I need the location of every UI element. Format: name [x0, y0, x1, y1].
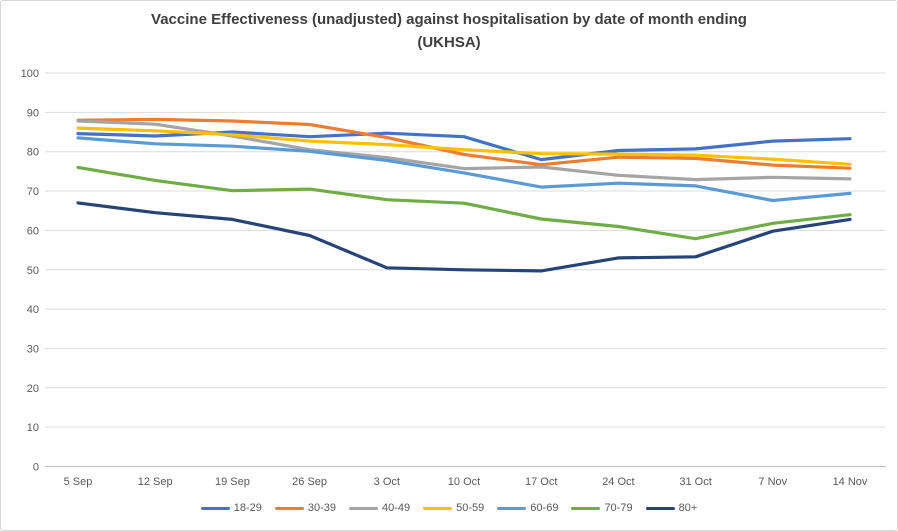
legend-swatch-icon: [349, 506, 379, 510]
legend: 18-29 30-39 40-49 50-59 60-69 70-79 80+: [1, 502, 897, 514]
legend-label: 40-49: [382, 502, 411, 514]
y-tick-label: 100: [21, 68, 39, 80]
legend-swatch-icon: [645, 506, 675, 510]
x-tick-label: 7 Nov: [758, 476, 787, 488]
legend-item-40-49: 40-49: [349, 502, 410, 514]
y-tick-label: 10: [27, 422, 39, 434]
x-tick-label: 5 Sep: [64, 476, 93, 488]
x-tick-label: 14 Nov: [833, 476, 868, 488]
legend-label: 80+: [678, 502, 698, 514]
x-tick-label: 19 Sep: [215, 476, 250, 488]
x-tick-label: 3 Oct: [374, 476, 400, 488]
legend-swatch-icon: [200, 506, 230, 510]
series-line-50-59: [76, 126, 852, 166]
legend-item-50-59: 50-59: [423, 502, 484, 514]
series-line-70-79: [76, 165, 852, 241]
x-tick-label: 17 Oct: [525, 476, 557, 488]
legend-label: 70-79: [604, 502, 633, 514]
y-tick-label: 60: [27, 225, 39, 237]
x-tick-label: 10 Oct: [448, 476, 480, 488]
legend-label: 18-29: [233, 502, 262, 514]
legend-label: 50-59: [456, 502, 485, 514]
x-tick-label: 26 Sep: [292, 476, 327, 488]
y-tick-label: 20: [27, 383, 39, 395]
legend-swatch-icon: [274, 506, 304, 510]
legend-item-80plus: 80+: [645, 502, 698, 514]
series-line-30-39: [76, 117, 852, 170]
x-tick-label: 24 Oct: [602, 476, 634, 488]
legend-item-70-79: 70-79: [571, 502, 633, 514]
legend-swatch-icon: [571, 506, 601, 510]
series-line-80plus: [76, 201, 852, 273]
legend-label: 60-69: [530, 502, 559, 514]
series-line-60-69: [76, 136, 852, 203]
chart-title: Vaccine Effectiveness (unadjusted) again…: [1, 8, 897, 54]
y-tick-label: 30: [27, 343, 39, 355]
chart-title-line2: (UKHSA): [417, 34, 481, 51]
legend-swatch-icon: [423, 506, 453, 510]
chart-title-line1: Vaccine Effectiveness (unadjusted) again…: [151, 11, 747, 28]
x-tick-label: 12 Sep: [138, 476, 173, 488]
legend-item-60-69: 60-69: [497, 502, 558, 514]
y-tick-label: 0: [33, 462, 39, 474]
y-axis-labels: 0 10 20 30 40 50 60 70 80 90 100: [21, 68, 39, 474]
y-tick-label: 40: [27, 304, 39, 316]
legend-swatch-icon: [497, 506, 527, 510]
legend-item-18-29: 18-29: [200, 502, 262, 514]
y-tick-label: 90: [27, 107, 39, 119]
y-tick-label: 50: [27, 265, 39, 277]
legend-label: 30-39: [307, 502, 337, 514]
gridlines: [45, 72, 886, 467]
x-axis-labels: 5 Sep 12 Sep 19 Sep 26 Sep 3 Oct 10 Oct 17 Oct…: [64, 476, 868, 488]
y-tick-label: 70: [27, 186, 39, 198]
y-tick-label: 80: [27, 147, 39, 159]
legend-item-30-39: 30-39: [274, 502, 337, 514]
x-tick-label: 31 Oct: [679, 476, 711, 488]
